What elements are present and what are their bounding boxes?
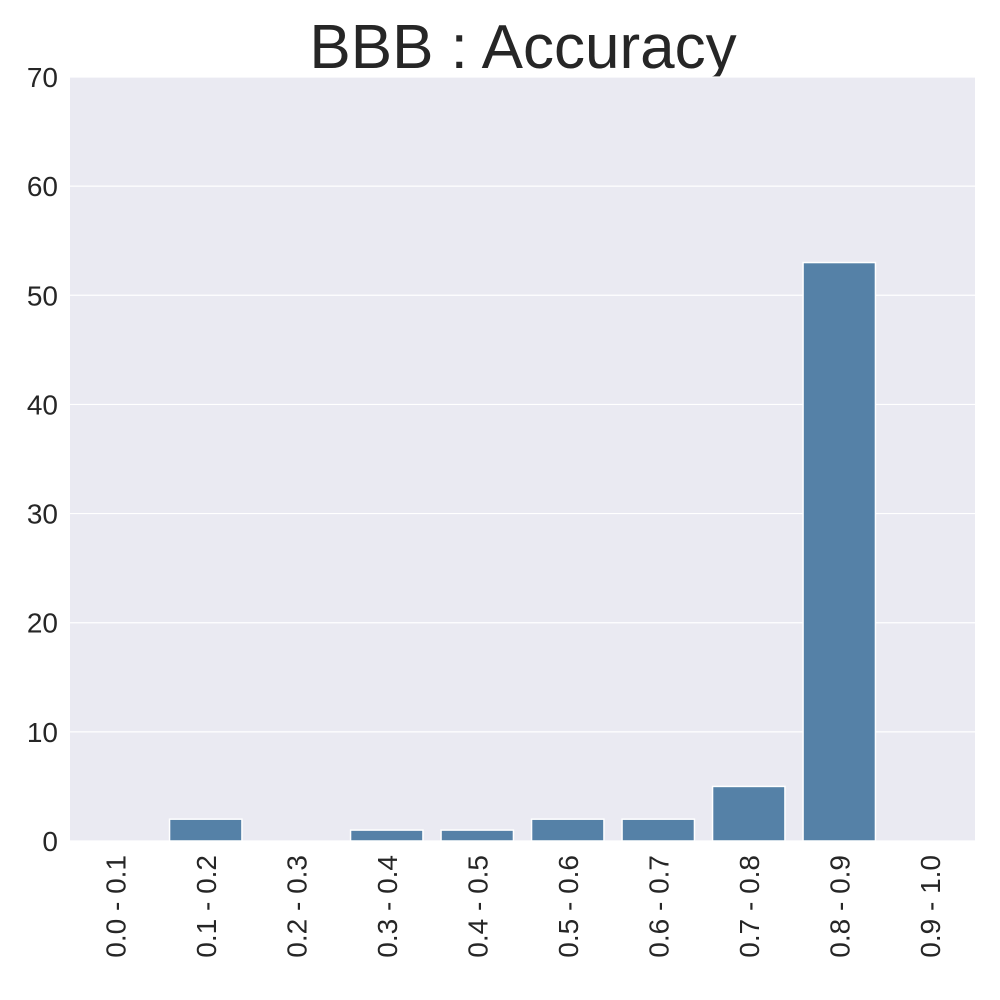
- x-tick-label: 0.6 - 0.7: [643, 855, 674, 958]
- bars: [168, 261, 877, 842]
- x-tick-label: 0.2 - 0.3: [281, 855, 312, 958]
- x-tick-label: 0.0 - 0.1: [100, 855, 131, 958]
- x-tick-label: 0.8 - 0.9: [824, 855, 855, 958]
- x-tick-label: 0.7 - 0.8: [734, 855, 765, 958]
- bar: [349, 829, 424, 842]
- y-tick-label: 50: [27, 280, 58, 311]
- bar: [440, 829, 515, 842]
- bar: [530, 818, 605, 842]
- x-tick-label: 0.1 - 0.2: [191, 855, 222, 958]
- x-tick-label: 0.4 - 0.5: [462, 855, 493, 958]
- y-tick-label: 40: [27, 389, 58, 420]
- y-tick-label: 10: [27, 717, 58, 748]
- chart-title: BBB : Accuracy: [309, 13, 736, 82]
- bar: [711, 785, 786, 842]
- bar: [802, 261, 877, 842]
- x-tick-label: 0.9 - 1.0: [915, 855, 946, 958]
- y-axis-ticks: 0 10 20 30 40 50 60 70: [27, 62, 58, 857]
- x-axis-ticks: 0.0 - 0.1 0.1 - 0.2 0.2 - 0.3 0.3 - 0.4 0.4 …: [100, 855, 946, 958]
- y-tick-label: 60: [27, 171, 58, 202]
- y-tick-label: 0: [42, 826, 58, 857]
- bar: [621, 818, 696, 842]
- bar: [168, 818, 243, 842]
- y-tick-label: 70: [27, 62, 58, 93]
- y-tick-label: 30: [27, 499, 58, 530]
- y-tick-label: 20: [27, 608, 58, 639]
- x-tick-label: 0.3 - 0.4: [372, 855, 403, 958]
- x-tick-label: 0.5 - 0.6: [553, 855, 584, 958]
